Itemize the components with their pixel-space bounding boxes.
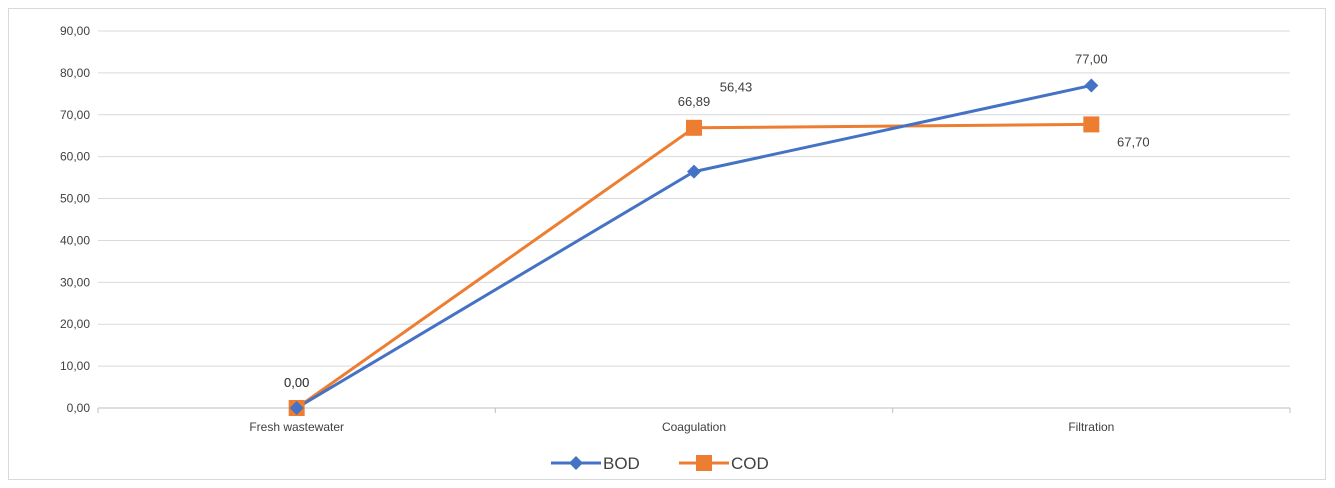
legend-label: COD	[731, 454, 769, 473]
data-label-bod: 0,00	[284, 375, 309, 390]
legend-marker	[569, 456, 583, 470]
y-tick-label: 40,00	[60, 233, 90, 247]
data-point-cod	[1083, 116, 1100, 133]
legend-item-bod: BOD	[551, 454, 640, 473]
legend: BOD COD	[551, 454, 769, 473]
y-tick-label: 20,00	[60, 317, 90, 331]
data-label-bod: 56,43	[720, 80, 753, 95]
data-point-bod	[289, 401, 304, 415]
x-tick-label: Filtration	[1068, 420, 1114, 434]
y-tick-label: 70,00	[60, 108, 90, 122]
legend-label: BOD	[603, 454, 640, 473]
x-tick-label: Coagulation	[662, 420, 726, 434]
y-axis: 0,00 10,00 20,00 30,00 40,00 50,00 60,00 70,00 8…	[60, 24, 90, 415]
x-axis: Fresh wastewater Coagulation Filtration	[97, 407, 1291, 434]
legend-item-cod: COD	[679, 454, 769, 473]
y-tick-label: 50,00	[60, 192, 90, 206]
legend-marker	[696, 455, 712, 471]
y-tick-label: 30,00	[60, 275, 90, 289]
chart-frame	[8, 8, 1326, 480]
data-label-cod: 67,70	[1117, 134, 1150, 149]
data-point-bod	[1084, 78, 1099, 93]
data-label-bod: 77,00	[1075, 51, 1108, 66]
data-point-bod	[687, 164, 701, 179]
series-group	[288, 78, 1100, 416]
x-tick-label: Fresh wastewater	[249, 420, 344, 434]
data-point-cod	[686, 119, 702, 136]
y-tick-label: 0,00	[67, 401, 91, 415]
y-tick-label: 80,00	[60, 66, 90, 80]
data-label-cod: 0,00	[284, 375, 309, 390]
y-tick-label: 60,00	[60, 150, 90, 164]
data-label-cod: 66,89	[678, 94, 711, 109]
y-tick-label: 90,00	[60, 24, 90, 38]
gridlines	[98, 30, 1290, 367]
y-tick-label: 10,00	[60, 359, 90, 373]
